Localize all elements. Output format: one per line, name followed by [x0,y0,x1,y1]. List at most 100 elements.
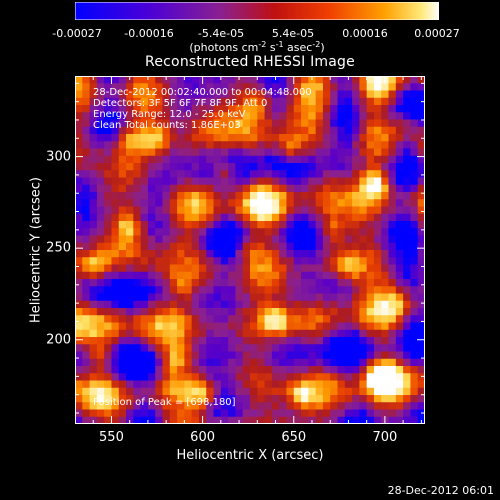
heatmap-cell [133,170,142,178]
heatmap-cell [359,134,368,142]
heatmap-cell [242,126,251,135]
heatmap-cell [344,366,353,374]
heatmap-cell [89,228,98,236]
heatmap-cell [286,228,295,236]
heatmap-cell [89,184,98,193]
colorbar-tick-label: 5.4e-05 [271,27,315,40]
heatmap-cell [126,250,134,258]
heatmap-cell [75,126,83,135]
heatmap-cell [410,387,419,396]
heatmap-cell [271,206,280,215]
heatmap-cell [337,329,346,338]
heatmap-cell [162,235,171,244]
heatmap-cell [169,206,178,215]
heatmap-cell [213,329,222,338]
heatmap-cell [191,155,200,164]
heatmap-cell [337,90,346,99]
heatmap-cell [206,402,214,410]
heatmap-cell [271,402,280,410]
heatmap-cell [293,97,302,106]
heatmap-cell [381,264,389,273]
heatmap-cell [191,148,200,157]
heatmap-cell [162,177,171,186]
heatmap-cell [352,293,360,302]
heatmap-cell [162,257,171,265]
heatmap-cell [250,199,258,207]
heatmap-cell [301,395,309,403]
heatmap-cell [366,344,375,352]
heatmap-cell [264,97,273,106]
heatmap-cell [104,250,112,258]
heatmap-cell [286,358,295,367]
heatmap-cell [206,112,214,120]
heatmap-cell [373,134,382,142]
heatmap-cell [140,119,149,128]
heatmap-cell [111,264,120,273]
heatmap-cell [147,76,156,84]
heatmap-cell [147,112,156,120]
heatmap-cell [373,257,382,265]
heatmap-cell [140,170,149,178]
heatmap-cell [147,351,156,360]
heatmap-cell [118,329,127,338]
heatmap-cell [140,76,149,84]
heatmap-cell [308,409,317,418]
heatmap-cell [271,271,280,280]
heatmap-cell [118,315,127,323]
heatmap-cell [206,322,214,331]
heatmap-cell [301,373,309,381]
heatmap-cell [235,264,244,273]
heatmap-cell [322,83,331,91]
heatmap-cell [118,119,127,128]
heatmap-cell [206,97,214,106]
heatmap-cell [286,76,295,84]
heatmap-cell [169,329,178,338]
heatmap-cell [388,380,397,389]
heatmap-cell [228,155,236,164]
heatmap-cell [198,83,207,91]
heatmap-cell [104,126,112,135]
heatmap-cell [286,337,295,345]
heatmap-cell [322,105,331,113]
heatmap-cell [242,308,251,316]
heatmap-cell [293,409,302,418]
heatmap-cell [111,119,120,128]
heatmap-cell [133,141,142,149]
heatmap-cell [315,213,324,222]
heatmap-cell [279,170,287,178]
heatmap-cell [308,337,317,345]
heatmap-cell [395,184,404,193]
heatmap-cell [169,366,178,374]
heatmap-cell [403,192,411,200]
heatmap-cell [352,257,360,265]
heatmap-cell [410,293,419,302]
heatmap-cell [169,163,178,171]
heatmap-cell [388,141,397,149]
heatmap-cell [242,271,251,280]
heatmap-cell [184,271,193,280]
heatmap-cell [213,170,222,178]
heatmap-cell [147,315,156,323]
heatmap-cell [337,315,346,323]
heatmap-cell [359,235,368,244]
heatmap-cell [82,105,90,113]
heatmap-cell [89,351,98,360]
heatmap-cell [301,308,309,316]
heatmap-cell [126,373,134,381]
heatmap-cell [191,337,200,345]
heatmap-cell [111,315,120,323]
heatmap-cell [184,83,193,91]
heatmap-cell [155,402,163,410]
heatmap-cell [169,344,178,352]
heatmap-cell [308,213,317,222]
heatmap-cell [366,192,375,200]
heatmap-cell [381,112,389,120]
heatmap-cell [96,380,105,389]
heatmap-cell [235,322,244,331]
heatmap-cell [330,257,338,265]
heatmap-cell [271,134,280,142]
heatmap-cell [410,235,419,244]
heatmap-cell [89,300,98,309]
heatmap-cell [177,373,185,381]
heatmap-cell [330,264,338,273]
